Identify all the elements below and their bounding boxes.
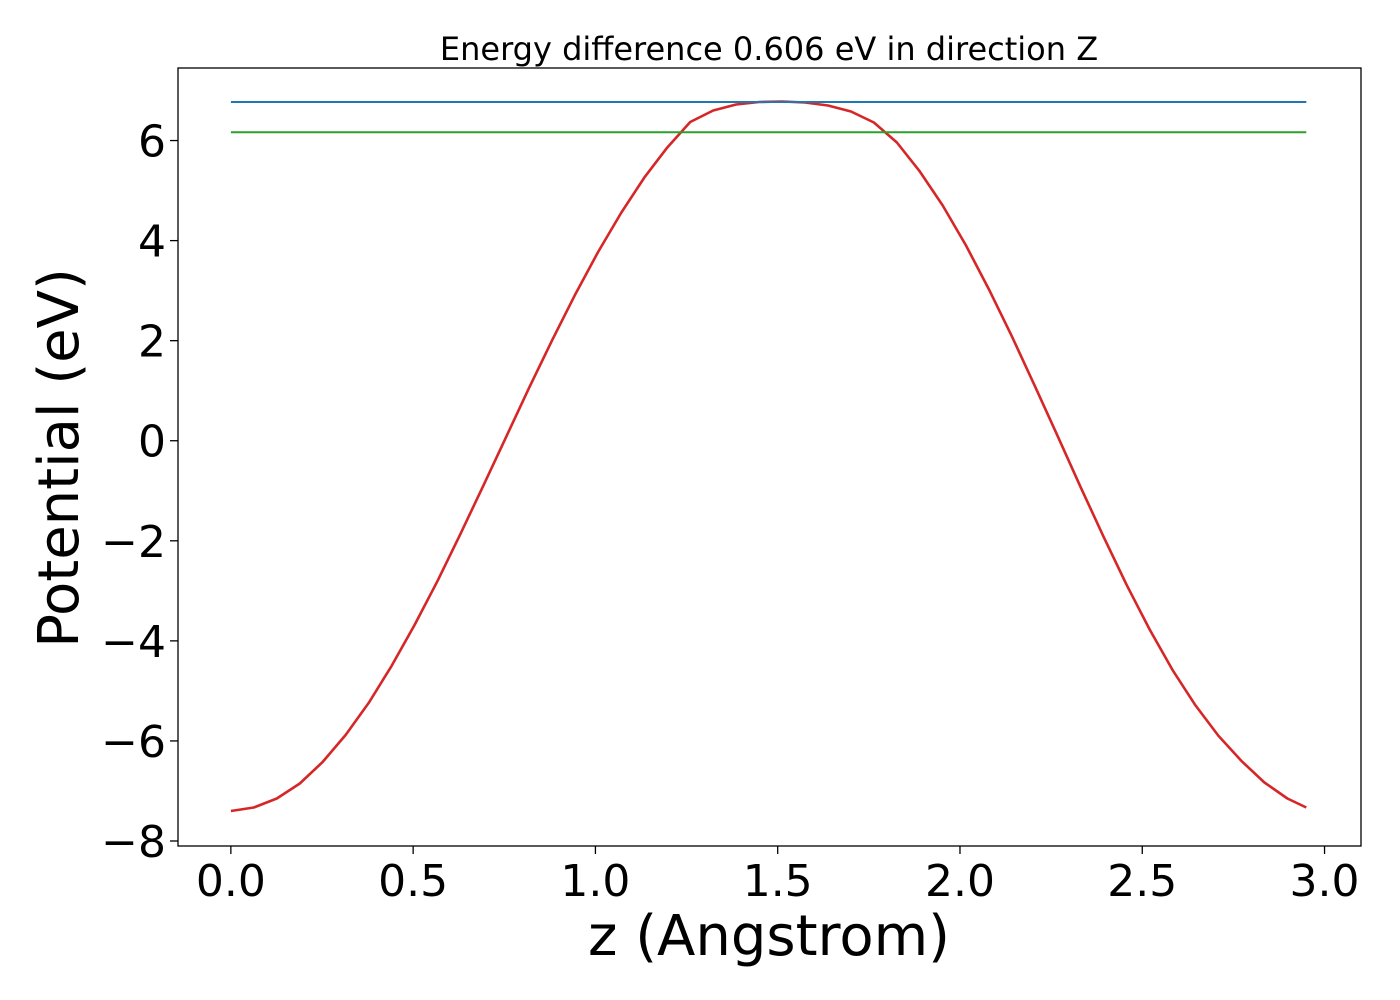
series-layer: [230, 100, 1307, 813]
x-tick-label: 2.5: [1107, 856, 1177, 907]
x-tick-label: 3.0: [1290, 856, 1360, 907]
y-tick-label: −6: [101, 717, 166, 768]
y-tick-label: 6: [138, 117, 166, 168]
y-tick-label: 2: [138, 317, 166, 368]
x-tick-label: 1.5: [743, 856, 813, 907]
x-tick-label: 2.0: [925, 856, 995, 907]
y-tick-label: 4: [138, 217, 166, 268]
x-tick-label: 0.5: [378, 856, 448, 907]
chart-title: Energy difference 0.606 eV in direction …: [440, 30, 1098, 68]
y-tick-label: −4: [101, 617, 166, 668]
y-tick-label: −8: [101, 817, 166, 868]
y-tick-label: −2: [101, 517, 166, 568]
series-line-0: [230, 100, 1307, 813]
plot-frame: [177, 67, 1362, 847]
x-axis-label: z (Angstrom): [588, 904, 950, 969]
x-axis: 0.0 0.5 1.0 1.5 2.0 2.5 3.0: [196, 846, 1360, 907]
x-tick-label: 1.0: [560, 856, 630, 907]
y-tick-label: 0: [138, 417, 166, 468]
y-axis: −8 −6 −4 −2 0 2 4 6: [101, 117, 178, 868]
y-axis-label: Potential (eV): [27, 268, 92, 648]
x-tick-label: 0.0: [196, 856, 266, 907]
